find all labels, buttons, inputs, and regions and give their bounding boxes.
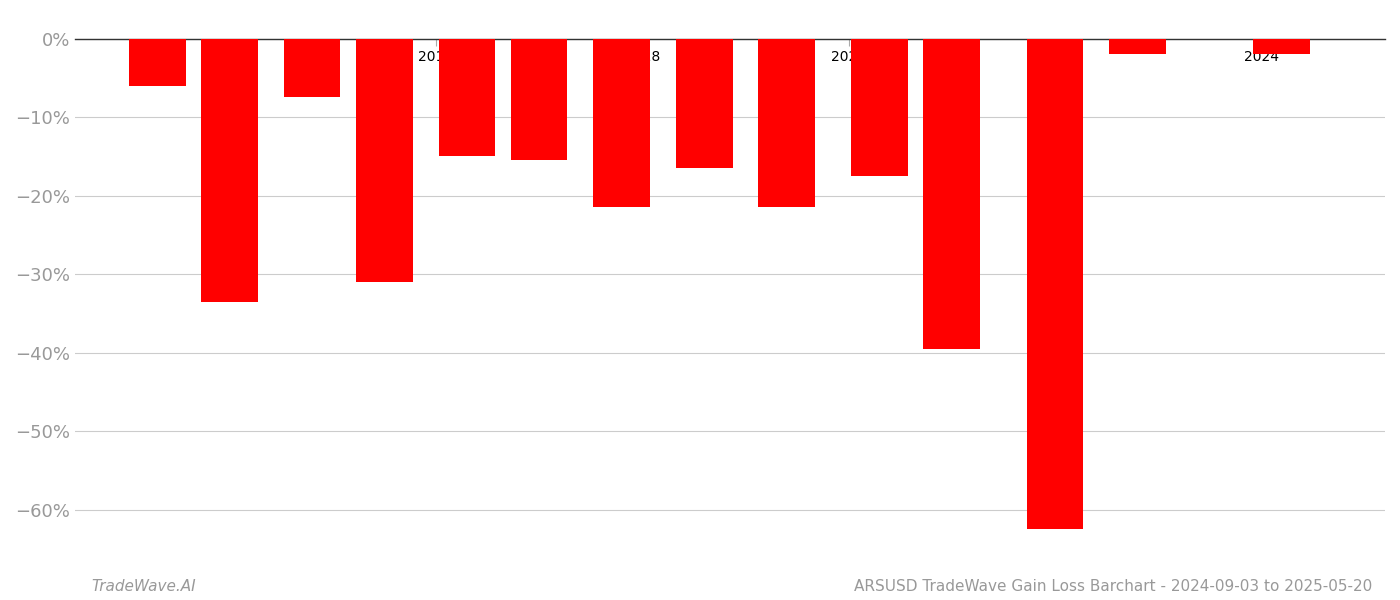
Bar (511, 38, 567, 160)
Bar (202, 38, 258, 302)
Bar (759, 38, 815, 208)
Bar (356, 38, 413, 282)
Bar (924, 38, 980, 349)
Text: ARSUSD TradeWave Gain Loss Barchart - 2024-09-03 to 2025-05-20: ARSUSD TradeWave Gain Loss Barchart - 20… (854, 579, 1372, 594)
Bar (676, 38, 732, 168)
Bar (1026, 38, 1084, 529)
Bar (438, 38, 496, 157)
Bar (129, 38, 186, 86)
Bar (1253, 38, 1310, 54)
Text: TradeWave.AI: TradeWave.AI (91, 579, 196, 594)
Bar (284, 38, 340, 97)
Bar (851, 38, 907, 176)
Bar (1109, 38, 1166, 54)
Bar (594, 38, 650, 208)
